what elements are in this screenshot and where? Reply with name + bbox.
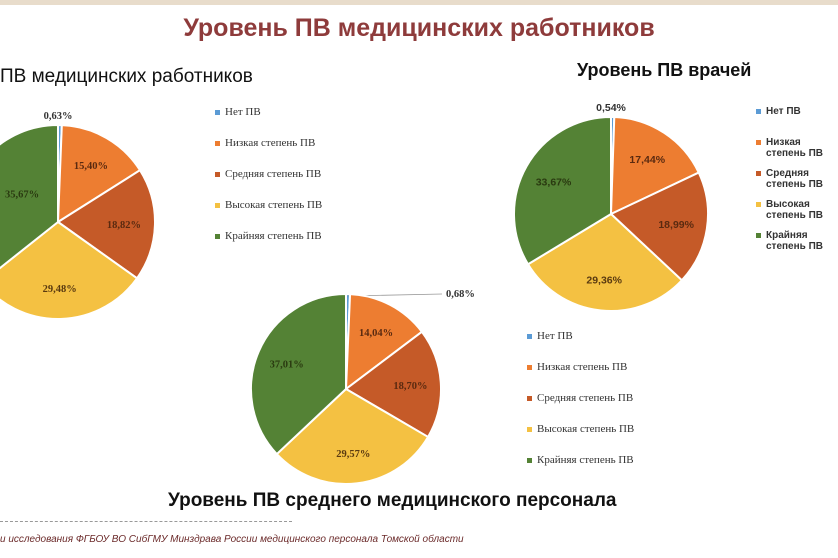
legend-swatch (215, 109, 220, 115)
legend-swatch (215, 171, 220, 177)
legend-item-extreme: Крайняя степень ПВ (215, 230, 322, 242)
legend-swatch (756, 171, 761, 176)
pie0-label-none: 0,63% (44, 111, 73, 122)
pie0-slice-high (0, 220, 139, 320)
pie0-slice-extreme (0, 123, 59, 270)
legend-swatch (756, 140, 761, 145)
legend-item-high: Высокая степень ПВ (756, 199, 828, 221)
pie1-label-medium: 18,99% (658, 219, 694, 231)
pie1-label-extreme: 33,67% (536, 177, 572, 189)
legend-swatch (756, 202, 761, 207)
legend-label: Низкая степень ПВ (537, 361, 628, 373)
legend-item-low: Низкая степень ПВ (527, 361, 627, 373)
pie0-label-medium: 18,82% (107, 220, 141, 231)
legend-swatch (527, 395, 532, 401)
legend-item-low: Низкая степень ПВ (756, 137, 828, 159)
pie2-label-medium: 18,70% (393, 381, 427, 392)
legend-swatch (527, 426, 532, 432)
pie2-label-high: 29,57% (336, 449, 370, 460)
legend-swatch (215, 233, 220, 239)
legend-item-high: Высокая степень ПВ (215, 199, 322, 211)
legend-swatch (527, 364, 532, 370)
top-bar (0, 0, 838, 5)
legend-item-low: Низкая степень ПВ (215, 137, 315, 149)
legend-item-extreme: Крайняя степень ПВ (527, 454, 634, 466)
pie1-slice-low (609, 116, 701, 216)
pie0-label-extreme: 35,67% (5, 189, 39, 200)
footer-source: и исследования ФГБОУ ВО СибГМУ Минздрава… (0, 534, 464, 545)
legend-label: Высокая степень ПВ (537, 423, 635, 435)
legend-swatch (527, 333, 532, 339)
legend-label: Средняя степень ПВ (225, 168, 322, 180)
legend-label: Низкая степень ПВ (225, 137, 316, 149)
pie2-slice-high (275, 387, 430, 485)
chart-title-doctors: Уровень ПВ врачей (577, 60, 752, 80)
legend-label: Средняя степень ПВ (537, 392, 634, 404)
legend-label: Высокая степень ПВ (225, 199, 323, 211)
legend-swatch (215, 202, 220, 208)
pie1-label-low: 17,44% (629, 154, 665, 166)
legend-label: Крайняя степень ПВ (766, 230, 823, 252)
legend-label: Крайняя степень ПВ (537, 454, 634, 466)
legend-label: Крайняя степень ПВ (225, 230, 322, 242)
pie0-slice-low (56, 124, 142, 224)
legend-label: Нет ПВ (766, 106, 801, 117)
legend-label: Низкая степень ПВ (766, 137, 823, 159)
legend-label: Нет ПВ (537, 330, 573, 342)
legend-item-medium: Средняя степень ПВ (527, 392, 633, 404)
pie2-slice-extreme (250, 292, 347, 456)
pie1-slice-medium (609, 171, 709, 282)
pie2-label-none: 0,68% (446, 289, 475, 300)
pie1-label-high: 29,36% (586, 275, 622, 287)
pie0-label-low: 15,40% (74, 161, 108, 172)
page-title: Уровень ПВ медицинских работников (183, 14, 655, 42)
legend-label: Средняя степень ПВ (766, 168, 823, 190)
pie0-label-high: 29,48% (43, 284, 77, 295)
pie2-slice-low (344, 293, 424, 392)
legend-item-medium: Средняя степень ПВ (215, 168, 321, 180)
legend-label: Высокая степень ПВ (766, 199, 823, 221)
pie1-label-none: 0,54% (596, 102, 626, 114)
legend-item-none: Нет ПВ (756, 106, 828, 117)
chart-title-nurses: Уровень ПВ среднего медицинского персона… (168, 490, 617, 511)
pie2-label-low: 14,04% (359, 328, 393, 339)
legend-swatch (756, 233, 761, 238)
pie1-slice-high (526, 212, 684, 312)
pie0-slice-medium (56, 168, 156, 280)
legend-swatch (215, 140, 220, 146)
legend-item-medium: Средняя степень ПВ (756, 168, 828, 190)
footer-divider (0, 521, 292, 522)
legend-label: Нет ПВ (225, 106, 261, 118)
chart-title-all: ПВ медицинских работников (0, 66, 253, 87)
legend-swatch (527, 457, 532, 463)
pie2-label-extreme: 37,01% (270, 359, 304, 370)
pie1-slice-extreme (513, 115, 612, 266)
legend-item-high: Высокая степень ПВ (527, 423, 634, 435)
legend-item-none: Нет ПВ (527, 330, 573, 342)
legend-swatch (756, 109, 761, 114)
legend-item-none: Нет ПВ (215, 106, 261, 118)
legend-item-extreme: Крайняя степень ПВ (756, 230, 828, 252)
pie2-slice-medium (344, 330, 442, 439)
